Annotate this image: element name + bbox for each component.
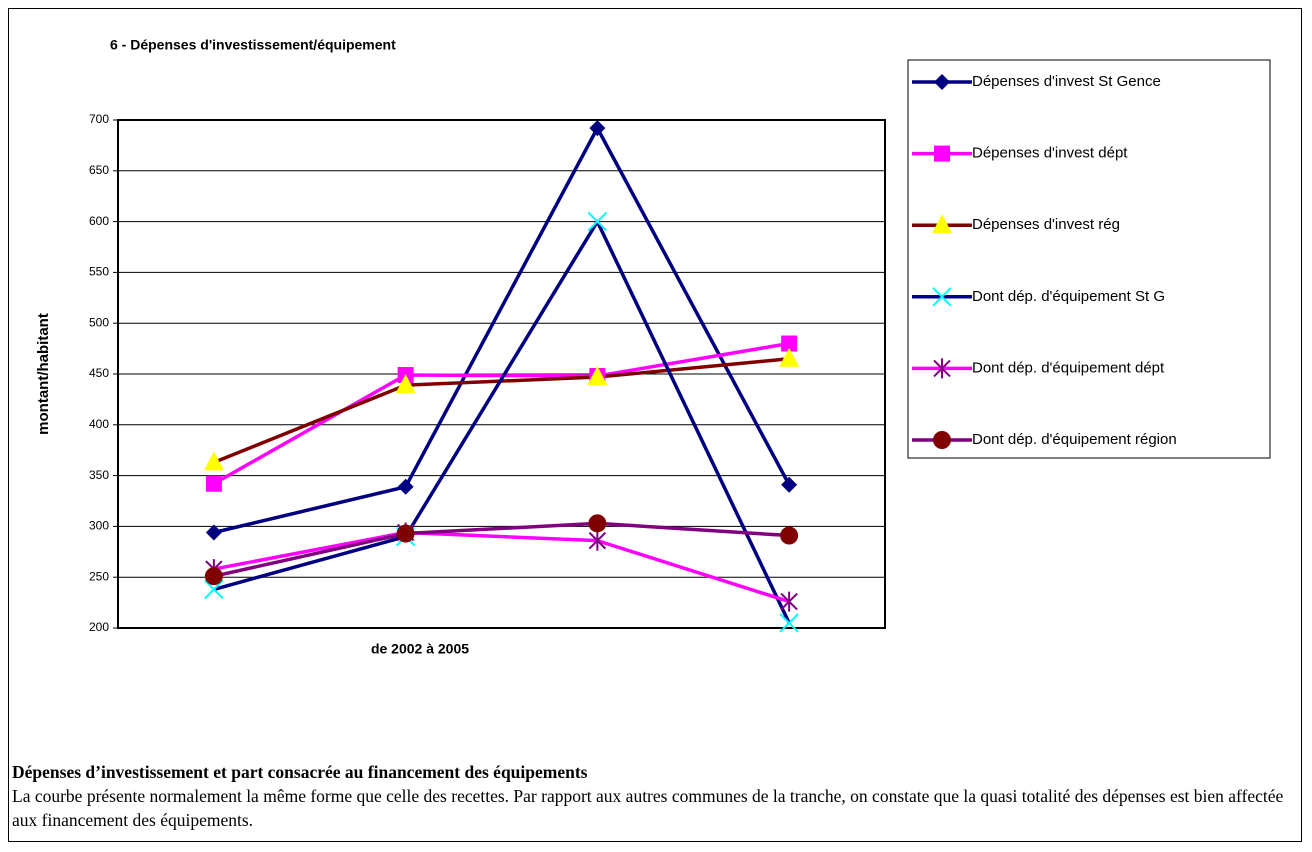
legend-box [907,59,1271,459]
data-point [588,530,607,551]
y-tick-label: 400 [89,417,109,431]
legend-label: Dépenses d'invest St Gence [972,73,1161,90]
chart-title: 6 - Dépenses d'investissement/équipement [110,37,396,53]
x-axis-label: de 2002 à 2005 [371,641,469,657]
y-tick-label: 600 [89,214,109,228]
series-line [213,530,790,604]
legend-marker [933,358,951,379]
legend-label: Dépenses d'invest dépt [972,145,1128,162]
legend-marker [934,74,950,90]
data-point [204,579,224,600]
text-block: Dépenses d’investissement et part consac… [12,760,1304,832]
paragraph: La courbe présente normalement la même f… [12,786,1284,830]
y-tick-label: 500 [89,315,109,329]
y-tick-label: 700 [89,112,109,126]
data-point [587,366,608,386]
series-line [213,126,791,535]
legend-marker [932,214,952,234]
y-tick-label: 300 [89,519,109,533]
data-point [780,526,799,545]
data-point [587,211,608,232]
series-line [213,341,790,486]
data-point [780,591,798,612]
data-point [589,120,606,137]
chart: 6 - Dépenses d'investissement/équipement… [35,37,1271,657]
y-tick-label: 200 [89,620,109,634]
frame [8,8,1302,842]
data-point [781,476,798,493]
data-point [779,347,800,367]
y-tick-label: 650 [89,163,109,177]
data-point [204,567,223,586]
legend-marker [933,431,951,449]
series-line [213,219,791,624]
legend-label: Dépenses d'invest rég [972,216,1120,233]
data-point [205,524,222,541]
series-line [213,521,790,578]
data-point [397,478,414,495]
legend-marker [932,287,952,307]
heading: Dépenses d’investissement et part consac… [12,762,588,782]
data-point [781,335,798,352]
y-tick-label: 450 [89,366,109,380]
y-axis-label: montant/habitant [35,313,52,435]
legend-marker [934,145,950,162]
data-point [203,451,224,471]
data-point [396,524,415,543]
data-point [779,613,799,633]
y-tick-label: 350 [89,468,109,482]
legend-label: Dont dép. d'équipement dépt [972,359,1165,376]
legend-label: Dont dép. d'équipement région [972,431,1177,448]
data-point [588,514,607,533]
legend-label: Dont dép. d'équipement St G [972,288,1165,305]
y-tick-label: 550 [89,265,109,279]
y-tick-label: 250 [89,569,109,583]
data-point [205,475,222,492]
data-point [395,374,416,394]
plot-area [117,119,886,629]
